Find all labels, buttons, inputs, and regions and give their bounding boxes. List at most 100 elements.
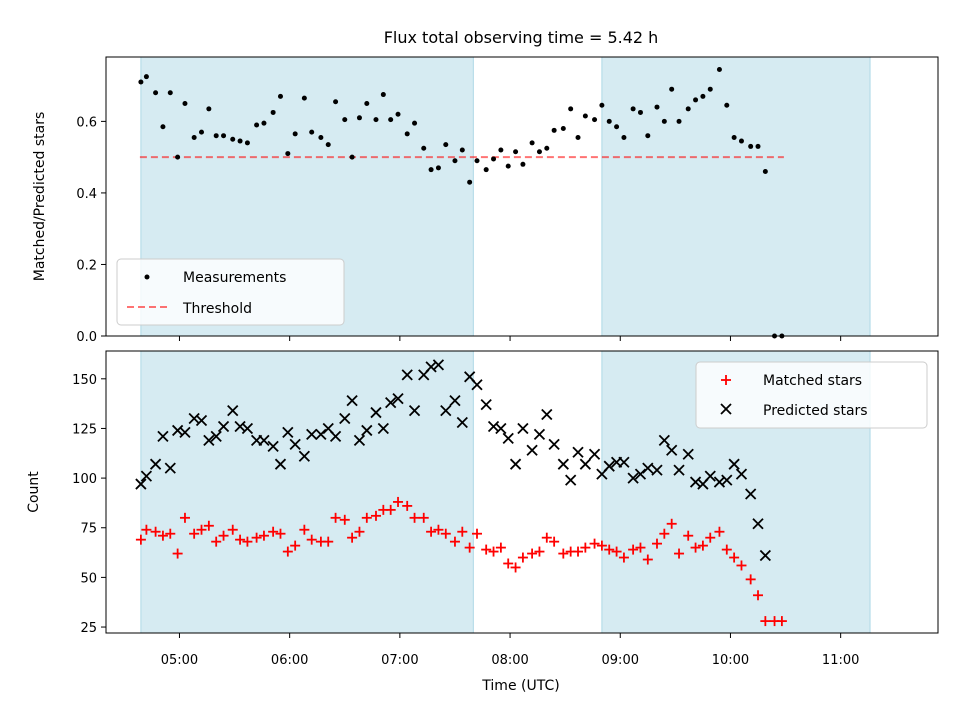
matched-star-point [361,512,372,523]
matched-star-point [211,536,222,547]
x-tick-label: 11:00 [822,653,859,668]
predicted-star-point [267,440,279,452]
measurement-point [630,106,636,112]
top-y-axis-label: Matched/Predicted stars [32,112,48,282]
predicted-star-point [548,438,560,450]
predicted-star-point [752,518,764,530]
predicted-star-point [557,458,569,470]
predicted-star-point [704,470,716,482]
matched-star-point [235,534,246,545]
predicted-star-point [353,434,366,447]
matched-star-point [659,528,670,539]
predicted-star-point [432,359,445,371]
predicted-star-point [565,474,577,486]
matched-star-point [179,512,190,523]
predicted-star-point [401,369,413,381]
predicted-star-point [210,430,222,443]
measurement-point [380,92,386,98]
measurement-point [685,106,691,112]
predicted-star-point [759,549,771,562]
legend-matched-marker [721,375,731,385]
measurement-point [318,134,324,140]
measurement-point [309,129,315,135]
matched-star-point [196,524,207,535]
predicted-star-point [164,462,176,474]
predicted-star-point [298,450,310,462]
matched-star-point [534,546,545,557]
measurement-point [755,143,761,149]
matched-star-point [268,526,279,537]
predicted-star-point [735,468,748,480]
predicted-star-point [502,432,514,445]
matched-star-point [753,590,764,601]
matched-star-point [165,528,176,539]
matched-star-point [354,526,365,537]
measurement-point [614,124,620,130]
predicted-star-point [425,361,437,373]
matched-star-point [628,544,639,555]
measurement-point [560,126,566,132]
predicted-star-point [329,430,342,443]
measurement-point [452,158,458,164]
predicted-star-point [658,434,670,447]
measurement-point [333,99,339,105]
top-panel: 0.0 0.2 0.4 0.6 Matched/Predicted stars Mea… [32,56,939,345]
matched-star-point [409,512,420,523]
predicted-star-point [745,488,757,500]
matched-star-point [393,496,404,507]
x-tick-label: 08:00 [491,653,528,668]
y-tick-label: 0.4 [76,187,97,202]
matched-star-point [433,524,444,535]
predicted-star-point [289,438,301,450]
matched-star-point [558,548,569,559]
bottom-panel: 25 50 75 100 125 150 05:00 06:00 07:00 08:00 09:0… [26,350,939,694]
predicted-star-point [217,420,230,433]
measurement-point [325,142,331,148]
matched-star-point [611,546,622,557]
predicted-star-point [282,426,294,439]
measurement-point [435,165,441,171]
measurement-point [206,106,212,112]
predicted-star-point [449,395,461,407]
measurement-point [364,101,370,106]
x-tick-label: 07:00 [381,653,418,668]
matched-star-point [683,530,694,541]
predicted-star-point [274,458,287,470]
predicted-star-point [258,434,270,447]
measurement-point [342,117,348,123]
predicted-star-point [495,422,507,435]
measurement-point [621,134,627,140]
predicted-star-point [241,422,254,435]
predicted-star-point [721,474,733,486]
predicted-star-point [533,428,546,441]
top-legend-box [116,258,345,326]
legend-predicted-label: Predicted stars [763,403,868,419]
matched-star-point [440,528,451,539]
predicted-star-point [526,444,538,456]
matched-star-point [141,524,152,535]
predicted-star-point [149,458,162,470]
predicted-star-point [140,470,153,482]
predicted-star-point [171,424,184,437]
measurement-point [536,149,542,155]
matched-star-point [426,526,437,537]
predicted-star-point [306,428,318,441]
predicted-star-point [339,412,351,425]
observing-interval-shade [140,351,474,633]
y-tick-label: 150 [72,373,97,388]
measurement-point [261,120,267,126]
matched-star-point [618,552,629,563]
chart-title: Flux total observing time = 5.42 h [384,28,659,47]
measurement-point [153,90,159,96]
matched-star-point [573,546,584,557]
measurement-point [213,133,219,139]
measurement-point [762,168,768,174]
matched-star-point [589,538,600,549]
predicted-star-point [689,476,702,488]
measurement-point [404,131,410,137]
measurement-point [707,86,713,92]
predicted-star-point [572,446,584,458]
measurement-point [592,117,598,123]
x-tick-label: 06:00 [271,653,308,668]
matched-star-point [666,518,677,529]
